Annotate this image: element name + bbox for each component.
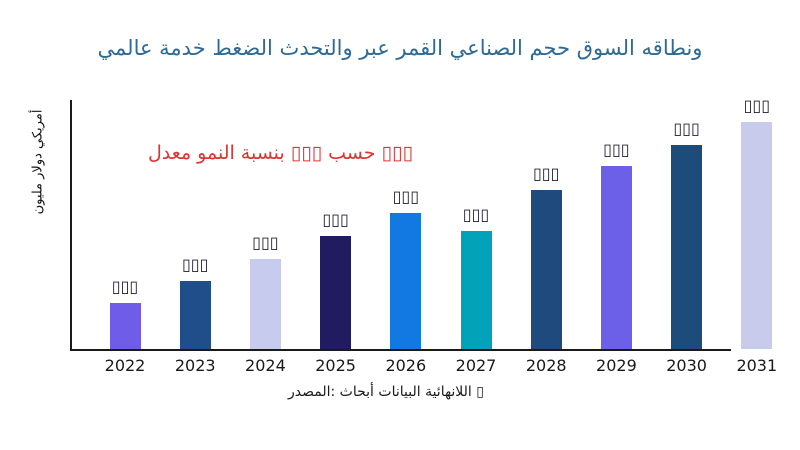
bar-2027 [460,231,492,349]
bar-2022 [109,303,141,349]
bar-value-label: ▯▯▯ [743,96,770,115]
bar-value-label: ▯▯▯ [111,277,139,296]
x-tick-label: 2026 [385,356,427,375]
bar-value-label: ▯▯▯ [322,210,349,229]
bar-2024 [249,259,281,349]
bar-2028 [530,190,562,349]
bar-value-label: ▯▯▯ [532,164,560,183]
x-tick-label: 2029 [596,356,637,375]
x-tick-label: 2024 [245,356,286,375]
bar-2031 [741,122,773,349]
bar-value-label: ▯▯▯ [392,187,419,206]
x-tick-label: 2022 [104,356,146,375]
x-tick-label: 2027 [455,356,497,375]
x-tick-label: 2023 [174,356,216,375]
bar-value-label: ▯▯▯ [462,205,490,224]
bar-2030 [671,145,703,349]
y-axis-label: أمريكي دولار مليون [30,109,46,215]
x-axis-line [70,349,731,351]
chart-title: ونطاقه السوق حجم الصناعي القمر عبر والتح… [97,36,703,60]
source-note: ▯ اللانهائية البيانات أبحاث :المصدر [288,384,484,400]
bar-value-label: ▯▯▯ [181,255,209,274]
growth-rate-annotation: ▯▯▯ حسب ▯▯▯ بنسبة النمو معدل [148,142,413,164]
y-axis-line [70,100,72,351]
x-tick-label: 2028 [525,356,567,375]
x-tick-label: 2031 [736,356,778,375]
bar-2026 [390,213,422,349]
bar-2029 [600,166,632,349]
bar-value-label: ▯▯▯ [252,233,279,252]
bar-value-label: ▯▯▯ [673,119,700,138]
x-tick-label: 2025 [315,356,356,375]
bar-2023 [179,281,211,349]
bar-value-label: ▯▯▯ [603,140,630,159]
bar-2025 [320,236,352,349]
x-tick-label: 2030 [666,356,707,375]
